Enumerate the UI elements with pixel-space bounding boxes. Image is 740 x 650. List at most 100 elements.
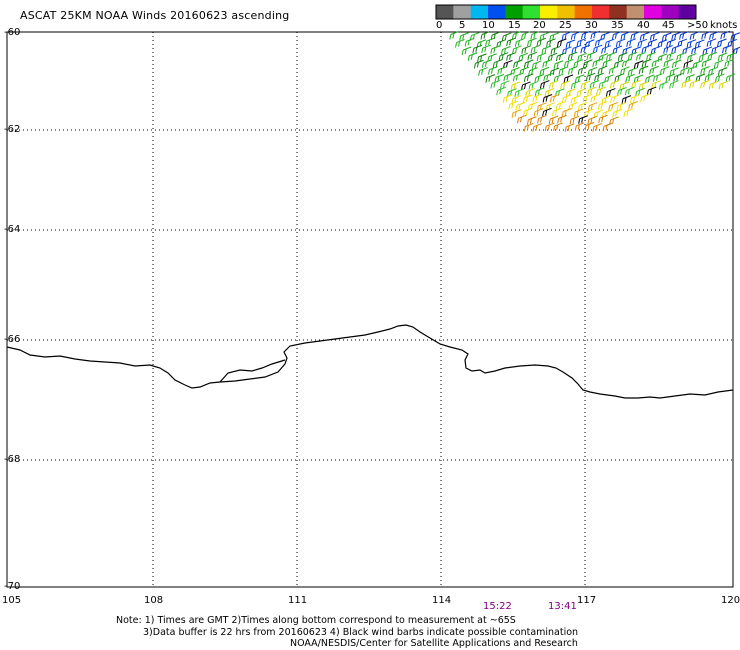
wind-barb bbox=[512, 72, 523, 82]
wind-barb bbox=[516, 114, 527, 124]
wind-barb bbox=[536, 37, 547, 47]
wind-barb bbox=[594, 72, 604, 82]
wind-barb bbox=[561, 31, 572, 41]
wind-barb bbox=[549, 93, 560, 103]
wind-barb bbox=[584, 121, 595, 131]
coastline-inlet bbox=[219, 359, 286, 383]
colorbar bbox=[435, 4, 697, 20]
wind-barb bbox=[481, 59, 492, 69]
wind-barb bbox=[713, 59, 724, 69]
wind-barb bbox=[652, 73, 663, 82]
wind-barb bbox=[500, 46, 511, 55]
wind-barb bbox=[571, 44, 582, 54]
wind-barb bbox=[567, 51, 578, 61]
wind-barb bbox=[689, 31, 700, 40]
wind-barb bbox=[536, 102, 547, 111]
colorbar-swatch bbox=[592, 5, 610, 19]
map-title: ASCAT 25KM NOAA Winds 20160623 ascending bbox=[20, 9, 290, 22]
wind-barb bbox=[506, 37, 516, 47]
wind-barb bbox=[714, 73, 725, 83]
wind-barb bbox=[530, 30, 541, 40]
wind-barb bbox=[561, 108, 572, 117]
wind-barb bbox=[502, 94, 513, 103]
wind-barb bbox=[556, 38, 567, 48]
wind-barb bbox=[544, 88, 555, 97]
wind-barb bbox=[537, 114, 547, 124]
wind-barb bbox=[576, 38, 587, 47]
wind-barb bbox=[511, 30, 522, 40]
note-line-2: 3)Data buffer is 22 hrs from 20160623 4)… bbox=[143, 627, 579, 638]
wind-barb bbox=[508, 100, 518, 110]
wind-barb bbox=[478, 67, 488, 76]
wind-barb bbox=[561, 94, 572, 103]
colorbar-swatch bbox=[574, 5, 593, 19]
wind-barb bbox=[658, 81, 669, 90]
wind-barb bbox=[609, 79, 620, 89]
wind-barb bbox=[563, 74, 574, 83]
wind-barb bbox=[523, 73, 534, 82]
wind-barb bbox=[725, 73, 736, 82]
wind-barb bbox=[539, 66, 550, 76]
pass-time-1: 15:22 bbox=[483, 601, 512, 612]
map-frame bbox=[6, 31, 734, 588]
wind-barb bbox=[718, 80, 729, 90]
wind-barb bbox=[608, 102, 618, 111]
wind-barb bbox=[627, 51, 638, 61]
wind-barb bbox=[691, 45, 701, 55]
wind-barb bbox=[605, 88, 616, 97]
colorbar-swatch bbox=[453, 5, 472, 19]
wind-barb bbox=[532, 123, 543, 132]
wind-barb bbox=[553, 60, 564, 69]
wind-barb bbox=[522, 94, 533, 103]
wind-barb bbox=[487, 66, 498, 75]
wind-barb bbox=[555, 101, 566, 110]
wind-barb bbox=[570, 95, 581, 104]
wind-barb bbox=[511, 109, 522, 118]
wind-barb bbox=[661, 32, 672, 41]
wind-barb bbox=[467, 52, 478, 61]
wind-barb bbox=[473, 59, 484, 69]
wind-barb bbox=[580, 44, 591, 54]
wind-barb bbox=[601, 45, 611, 54]
wind-barb bbox=[490, 45, 501, 54]
wind-barb bbox=[686, 39, 697, 48]
wind-barb bbox=[569, 115, 580, 125]
wind-barb bbox=[532, 93, 543, 103]
lat-label-66: -66 bbox=[4, 334, 21, 345]
wind-barb bbox=[663, 45, 673, 54]
wind-barb bbox=[577, 66, 588, 75]
colorbar-tick-40: 40 bbox=[637, 20, 650, 31]
wind-barb bbox=[702, 46, 713, 56]
wind-barb bbox=[527, 37, 537, 47]
colorbar-tick-20: 20 bbox=[533, 20, 546, 31]
wind-barb bbox=[638, 81, 649, 90]
wind-barb bbox=[673, 73, 683, 82]
wind-barb bbox=[485, 37, 495, 47]
wind-barb bbox=[598, 53, 609, 62]
wind-barb bbox=[626, 38, 636, 47]
wind-barb bbox=[707, 52, 718, 61]
colorbar-swatch bbox=[436, 5, 454, 19]
wind-barb bbox=[494, 73, 505, 83]
colorbar-unit: knots bbox=[710, 20, 738, 31]
wind-barb bbox=[592, 123, 603, 132]
lat-label-62: -62 bbox=[4, 124, 21, 135]
wind-barb bbox=[485, 74, 496, 83]
pass-time-2: 13:41 bbox=[548, 601, 577, 612]
wind-barb bbox=[620, 66, 630, 75]
wind-barb bbox=[687, 65, 697, 75]
wind-barb bbox=[534, 74, 545, 83]
lon-label-114: 114 bbox=[432, 595, 452, 606]
wind-barb bbox=[527, 51, 537, 61]
wind-barb bbox=[549, 32, 559, 41]
wind-barb bbox=[711, 45, 721, 54]
wind-barb bbox=[582, 93, 593, 103]
lon-label-108: 108 bbox=[144, 595, 164, 606]
wind-barb bbox=[666, 51, 676, 61]
wind-barb bbox=[597, 65, 608, 75]
wind-barb bbox=[708, 66, 718, 76]
wind-barb bbox=[542, 107, 552, 117]
wind-barb bbox=[630, 94, 640, 104]
colorbar-swatch bbox=[661, 5, 680, 19]
